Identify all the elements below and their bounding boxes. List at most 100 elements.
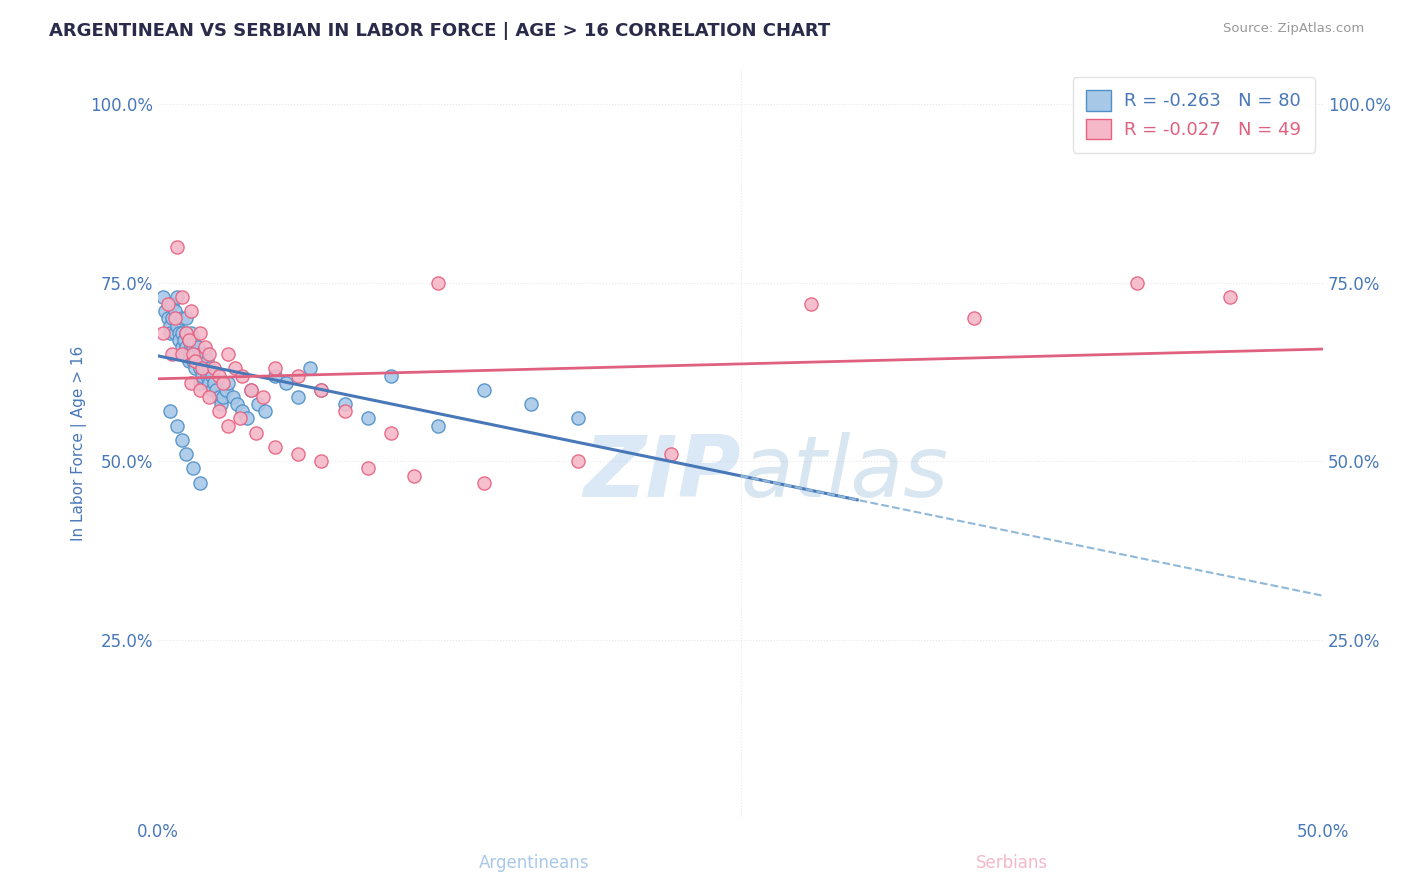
Point [404, 468, 426, 483]
Point [174, 340, 197, 354]
Point [159, 404, 181, 418]
Point [177, 354, 200, 368]
Text: ARGENTINEAN VS SERBIAN IN LABOR FORCE | AGE > 16 CORRELATION CHART: ARGENTINEAN VS SERBIAN IN LABOR FORCE | … [49, 22, 831, 40]
Point [231, 404, 253, 418]
Point [180, 304, 202, 318]
Point [180, 347, 202, 361]
Point [159, 326, 181, 340]
Point [184, 347, 207, 361]
Point [174, 447, 197, 461]
Point [215, 383, 238, 397]
Point [166, 418, 188, 433]
Point [181, 354, 204, 368]
Point [163, 326, 186, 340]
Point [152, 326, 174, 340]
Point [198, 347, 221, 361]
Point [311, 383, 333, 397]
Point [276, 376, 298, 390]
Point [240, 383, 263, 397]
Point [357, 461, 380, 475]
Point [174, 311, 197, 326]
Point [800, 297, 823, 311]
Point [173, 347, 195, 361]
Point [181, 340, 204, 354]
Point [174, 326, 197, 340]
Point [226, 397, 249, 411]
Legend: R = -0.263   N = 80, R = -0.027   N = 49: R = -0.263 N = 80, R = -0.027 N = 49 [1073, 77, 1315, 153]
Point [520, 397, 543, 411]
Point [208, 390, 231, 404]
Point [181, 333, 204, 347]
Point [170, 433, 193, 447]
Point [231, 368, 253, 383]
Point [659, 447, 682, 461]
Point [191, 361, 214, 376]
Text: Source: ZipAtlas.com: Source: ZipAtlas.com [1223, 22, 1364, 36]
Point [263, 361, 285, 376]
Point [188, 475, 211, 490]
Point [167, 333, 190, 347]
Point [208, 368, 231, 383]
Point [188, 361, 211, 376]
Point [159, 318, 181, 333]
Point [567, 454, 589, 468]
Point [298, 361, 321, 376]
Point [252, 390, 274, 404]
Point [170, 326, 193, 340]
Point [217, 418, 239, 433]
Point [198, 390, 221, 404]
Point [187, 354, 209, 368]
Point [163, 311, 186, 326]
Point [184, 347, 207, 361]
Point [163, 304, 186, 318]
Point [245, 425, 267, 440]
Point [194, 347, 217, 361]
Point [1125, 276, 1147, 290]
Point [181, 461, 204, 475]
Point [254, 404, 277, 418]
Point [188, 347, 211, 361]
Point [180, 340, 202, 354]
Point [1219, 290, 1241, 304]
Point [567, 411, 589, 425]
Point [195, 354, 218, 368]
Point [198, 361, 221, 376]
Point [474, 475, 496, 490]
Point [194, 361, 217, 376]
Point [177, 333, 200, 347]
Point [240, 383, 263, 397]
Point [224, 361, 246, 376]
Point [188, 383, 211, 397]
Point [217, 347, 239, 361]
Point [202, 361, 225, 376]
Point [208, 404, 231, 418]
Point [153, 304, 176, 318]
Point [166, 318, 188, 333]
Point [333, 404, 356, 418]
Point [212, 376, 235, 390]
Point [173, 333, 195, 347]
Point [160, 297, 183, 311]
Point [229, 411, 252, 425]
Point [167, 326, 190, 340]
Point [333, 397, 356, 411]
Point [180, 326, 202, 340]
Text: Argentineans: Argentineans [479, 855, 589, 872]
Point [188, 376, 211, 390]
Point [170, 290, 193, 304]
Point [357, 411, 380, 425]
Point [191, 368, 214, 383]
Point [181, 347, 204, 361]
Point [263, 368, 285, 383]
Point [380, 425, 402, 440]
Point [166, 290, 188, 304]
Point [195, 368, 218, 383]
Point [287, 368, 309, 383]
Point [201, 383, 224, 397]
Point [152, 290, 174, 304]
Point [170, 340, 193, 354]
Text: atlas: atlas [741, 432, 949, 515]
Point [170, 311, 193, 326]
Point [156, 311, 179, 326]
Point [963, 311, 986, 326]
